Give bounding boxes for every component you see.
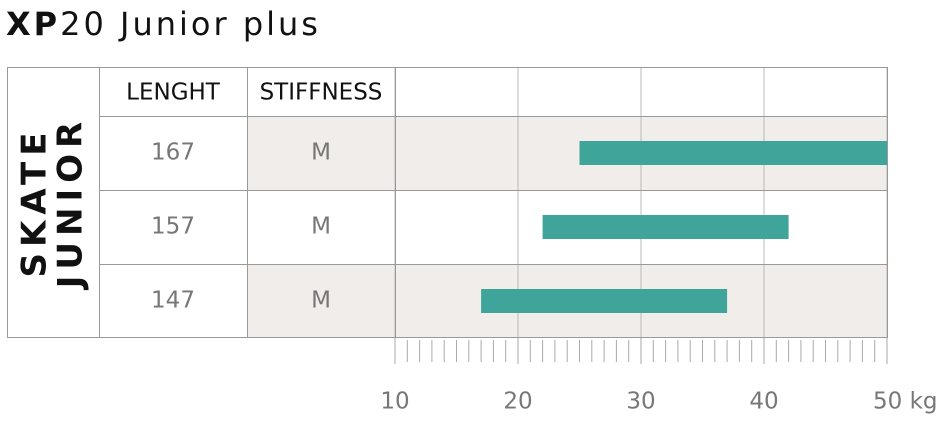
x-tick-label: 40 <box>749 389 778 415</box>
stiffness-cell: M <box>311 288 331 314</box>
range-bar <box>579 141 887 165</box>
length-cell: 147 <box>151 288 195 314</box>
row-group-label: JUNIOR <box>51 116 91 290</box>
title-bold: XP <box>6 5 60 43</box>
column-header: LENGHT <box>126 80 221 106</box>
length-cell: 157 <box>151 214 195 240</box>
x-tick-label: 30 <box>626 389 655 415</box>
x-tick-label: 20 <box>503 389 532 415</box>
range-bar <box>481 289 728 313</box>
chart-title: XP20 Junior plus <box>6 5 321 43</box>
table-frame <box>7 67 888 338</box>
stiffness-cell: M <box>311 140 331 166</box>
row-group-label: SKATE <box>15 127 55 278</box>
column-header: STIFFNESS <box>260 80 383 106</box>
x-tick-label: 10 <box>380 389 409 415</box>
title-rest: 20 Junior plus <box>60 5 321 43</box>
range-bar <box>542 215 789 239</box>
length-cell: 167 <box>151 140 195 166</box>
x-tick-label: 50 kg <box>873 389 938 415</box>
stiffness-cell: M <box>311 214 331 240</box>
